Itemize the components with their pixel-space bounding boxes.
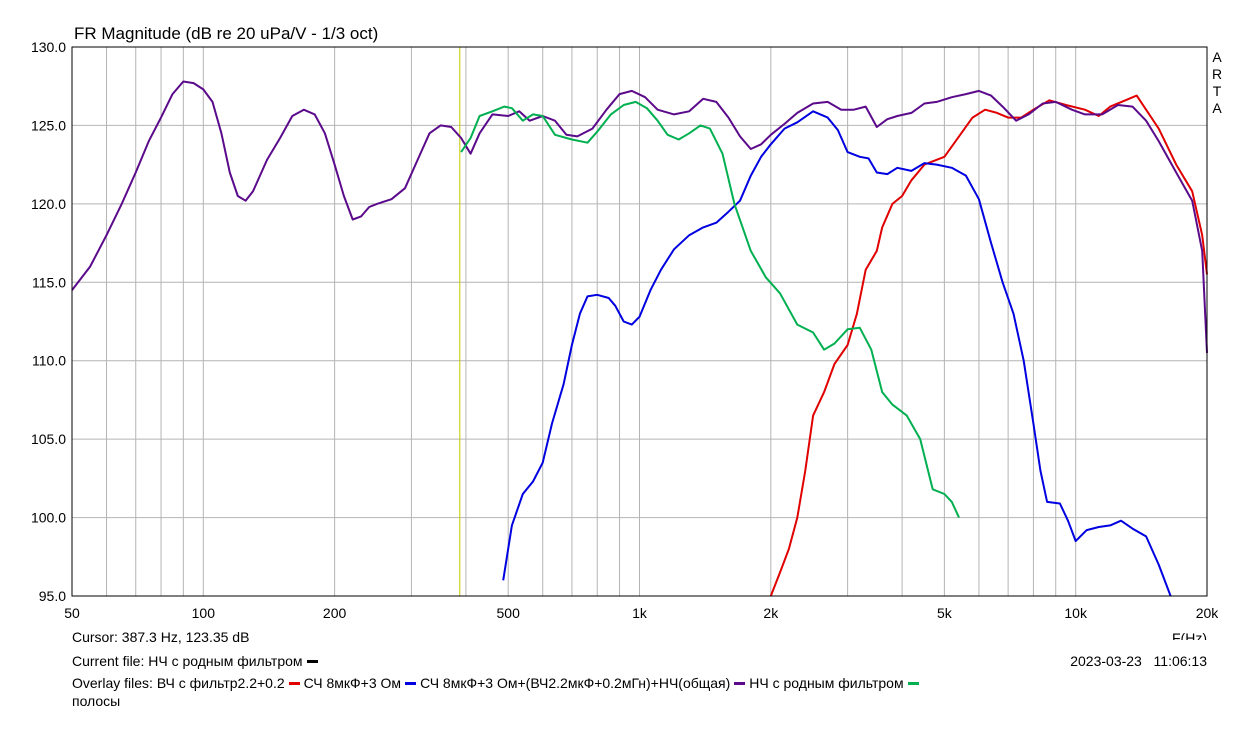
- overlay-file-swatch: [405, 681, 417, 685]
- overlay-file-list: ВЧ с фильтр2.2+0.2 СЧ 8мкФ+3 Ом СЧ 8мкФ+3 …: [157, 675, 923, 691]
- overlay-extra-line: полосы: [72, 693, 120, 709]
- series-line-4: [460, 100, 960, 519]
- series-line-2: [502, 110, 1172, 597]
- overlay-file-name: СЧ 8мкФ+3 Ом+(ВЧ2.2мкФ+0.2мГн)+НЧ(общая): [420, 675, 731, 691]
- x-tick-label: 5k: [937, 605, 953, 621]
- x-tick-label: 100: [192, 605, 216, 621]
- overlay-file-swatch: [288, 681, 300, 685]
- plot-frame: [71, 46, 1208, 597]
- series-line-3: [71, 80, 1208, 353]
- y-tick-label: 95.0: [39, 588, 66, 604]
- x-tick-label: 500: [497, 605, 521, 621]
- current-file-name: НЧ с родным фильтром: [148, 653, 303, 669]
- y-axis-ticks: 130.0 125.0 120.0 115.0 110.0 105.0 100.0 95.0: [31, 39, 66, 604]
- x-axis-ticks: 50 100 200 500 1k 2k 5k 10k 20k: [64, 605, 1219, 621]
- overlay-extra: полосы: [72, 693, 121, 709]
- x-axis-label: F(Hz): [1172, 630, 1207, 640]
- y-tick-label: 125.0: [31, 117, 66, 133]
- series-layer: [71, 80, 1208, 597]
- y-tick-label: 130.0: [31, 39, 66, 55]
- cursor-text: Cursor: 387.3 Hz, 123.35 dB: [72, 629, 250, 645]
- y-tick-label: 120.0: [31, 196, 66, 212]
- current-file-line: Current file: НЧ с родным фильтром 2023-…: [72, 653, 1207, 669]
- time: 11:06:13: [1153, 653, 1207, 669]
- side-label-letter: A: [1212, 49, 1222, 65]
- overlay-file-name: НЧ с родным фильтром: [749, 675, 904, 691]
- y-tick-label: 110.0: [32, 353, 66, 369]
- side-label-letter: T: [1213, 83, 1222, 99]
- x-tick-label: 1k: [632, 605, 648, 621]
- grid-lines: [72, 47, 1207, 596]
- x-tick-label: 50: [64, 605, 80, 621]
- overlay-file-swatch: [907, 681, 919, 685]
- current-file-label: Current file:: [72, 653, 145, 669]
- fr-magnitude-chart: FR Magnitude (dB re 20 uPa/V - 1/3 oct) …: [31, 24, 1222, 640]
- x-tick-label: 2k: [763, 605, 779, 621]
- current-file-swatch: [306, 659, 318, 663]
- x-tick-label: 10k: [1064, 605, 1088, 621]
- x-tick-label: 20k: [1196, 605, 1220, 621]
- date: 2023-03-23: [1070, 653, 1142, 669]
- timestamp: 2023-03-23 11:06:13: [1070, 653, 1207, 669]
- y-tick-label: 115.0: [32, 274, 66, 290]
- overlay-file-name: СЧ 8мкФ+3 Ом: [303, 675, 402, 691]
- cursor-readout: Cursor: 387.3 Hz, 123.35 dB: [72, 629, 249, 645]
- overlay-label: Overlay files:: [72, 675, 153, 691]
- y-tick-label: 105.0: [31, 431, 66, 447]
- overlay-file-name: ВЧ с фильтр2.2+0.2: [156, 675, 285, 691]
- series-line-1: [769, 94, 1208, 597]
- y-tick-label: 100.0: [31, 510, 66, 526]
- x-tick-label: 200: [323, 605, 347, 621]
- chart-title: FR Magnitude (dB re 20 uPa/V - 1/3 oct): [74, 24, 378, 43]
- side-label-letter: A: [1212, 100, 1222, 116]
- overlay-files-line: Overlay files: ВЧ с фильтр2.2+0.2 СЧ 8мкФ…: [72, 675, 923, 691]
- side-label-letter: R: [1212, 66, 1222, 82]
- overlay-file-swatch: [734, 681, 746, 685]
